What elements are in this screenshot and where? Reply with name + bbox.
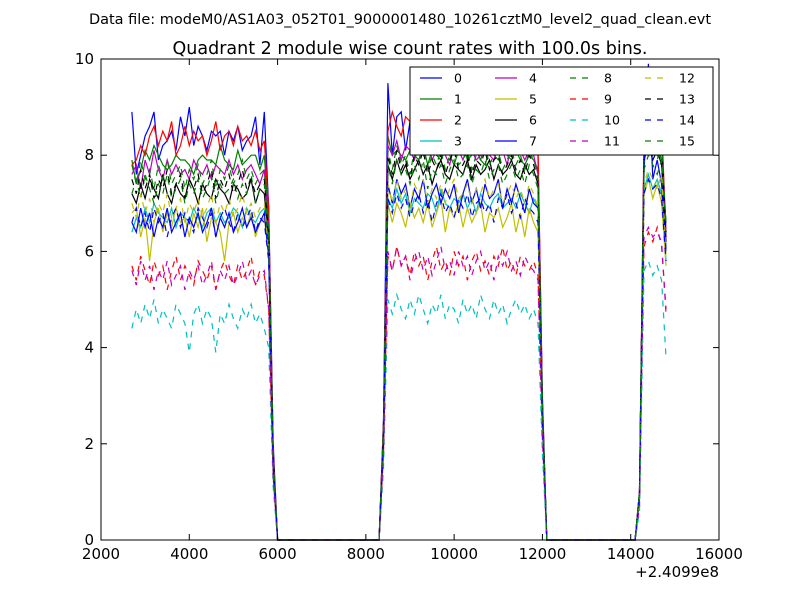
axes-frame	[100, 58, 720, 541]
legend-label-15: 15	[679, 134, 695, 149]
axes: 2000 4000 6000 8000 10000 12000 14000 16000 0 2 4 6…	[75, 50, 743, 563]
legend-label-14: 14	[679, 113, 695, 128]
series-line-5	[131, 176, 667, 541]
x-tick-label: 12000	[519, 545, 567, 563]
x-offset-label: +2.4099e8	[635, 563, 719, 581]
series-line-10	[131, 259, 667, 541]
legend-label-3: 3	[454, 134, 462, 149]
y-tick-label: 10	[75, 50, 94, 68]
x-tick-label: 16000	[695, 545, 743, 563]
plot-area	[131, 63, 667, 541]
x-tick-label: 14000	[607, 545, 655, 563]
legend-label-0: 0	[454, 71, 462, 86]
y-tick-label: 8	[84, 146, 94, 164]
y-tick-label: 2	[84, 435, 94, 453]
legend-label-10: 10	[604, 113, 620, 128]
series-line-4	[131, 129, 667, 541]
series-line-8	[131, 153, 667, 541]
chart-title: Quadrant 2 module wise count rates with …	[173, 39, 648, 59]
legend-label-8: 8	[604, 71, 612, 86]
x-tick-label: 6000	[258, 545, 296, 563]
y-tick-label: 0	[84, 531, 94, 549]
x-tick-label: 8000	[347, 545, 385, 563]
legend-label-4: 4	[529, 71, 537, 86]
y-tick-label: 4	[84, 339, 94, 357]
x-tick-label: 10000	[430, 545, 478, 563]
y-tick-label: 6	[84, 242, 94, 260]
series-line-13	[131, 134, 667, 541]
x-tick-label: 4000	[170, 545, 208, 563]
legend-label-12: 12	[679, 71, 695, 86]
series-line-12	[131, 167, 667, 541]
series-line-11	[131, 225, 667, 541]
legend-label-6: 6	[529, 113, 537, 128]
legend-box	[409, 66, 714, 156]
legend-label-11: 11	[604, 134, 620, 149]
legend-label-1: 1	[454, 92, 462, 107]
legend-label-13: 13	[679, 92, 695, 107]
legend-label-9: 9	[604, 92, 612, 107]
legend-label-5: 5	[529, 92, 537, 107]
suptitle: Data file: modeM0/AS1A03_052T01_90000014…	[89, 12, 711, 28]
series-line-1	[131, 135, 667, 541]
legend-label-7: 7	[529, 134, 537, 149]
series-line-14	[131, 177, 667, 541]
series-line-7	[131, 63, 667, 541]
legend-label-2: 2	[454, 113, 462, 128]
x-tick-label: 2000	[82, 545, 120, 563]
